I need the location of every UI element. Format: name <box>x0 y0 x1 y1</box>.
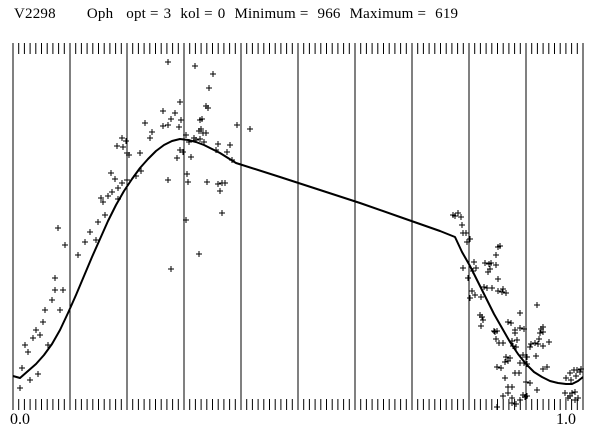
x-axis-min-label: 0.0 <box>10 411 30 428</box>
param-maximum-value: 619 <box>435 6 459 22</box>
param-minimum-value: 966 <box>317 6 341 22</box>
param-opt-value: 3 <box>163 6 172 22</box>
star-name: V2298 <box>14 6 56 22</box>
x-axis-max-label: 1.0 <box>556 411 576 428</box>
plot-title: V2298 Oph opt = 3 kol = 0 Minimum = 966 Maximum … <box>14 6 467 23</box>
param-opt-label: opt = <box>126 6 159 22</box>
param-maximum-label: Maximum = <box>349 6 427 22</box>
vertical-gridlines <box>12 43 584 410</box>
constellation-name: Oph <box>86 6 114 22</box>
param-kol-label: kol = <box>180 6 213 22</box>
param-kol-value: 0 <box>217 6 226 22</box>
param-minimum-label: Minimum = <box>234 6 309 22</box>
scatter-points <box>17 59 584 410</box>
minor-ticks <box>18 43 578 410</box>
